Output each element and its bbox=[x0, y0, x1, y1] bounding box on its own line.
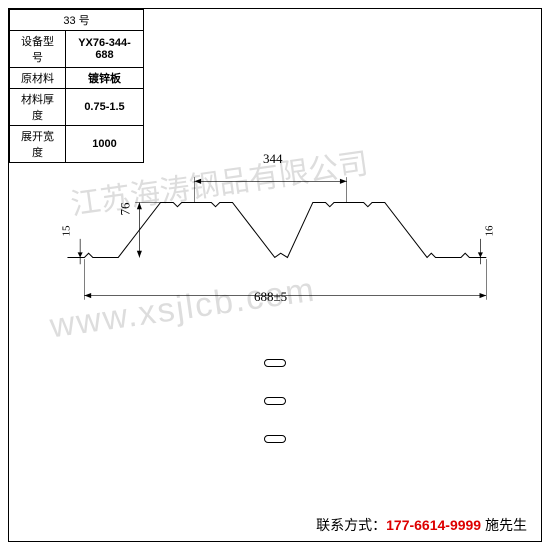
profile-drawing: 344 76 688±5 15 16 bbox=[59, 149, 499, 349]
dim-right-edge bbox=[478, 239, 483, 264]
dim-pitch bbox=[194, 177, 346, 202]
dim-left-edge bbox=[78, 239, 83, 264]
spec-table: 33 号 设备型号YX76-344-688 原材料镀锌板 材料厚度0.75-1.… bbox=[9, 9, 144, 163]
spec-value-0: YX76-344-688 bbox=[66, 31, 144, 68]
dim-total-label: 688±5 bbox=[254, 289, 287, 305]
spec-value-1: 镀锌板 bbox=[66, 68, 144, 89]
spec-label-1: 原材料 bbox=[10, 68, 66, 89]
spec-label-3: 展开宽度 bbox=[10, 126, 66, 163]
drawing-frame: 33 号 设备型号YX76-344-688 原材料镀锌板 材料厚度0.75-1.… bbox=[8, 8, 542, 542]
slot-icon bbox=[264, 359, 286, 367]
spec-value-2: 0.75-1.5 bbox=[66, 89, 144, 126]
contact-phone: 177-6614-9999 bbox=[386, 517, 481, 533]
slot-icon bbox=[264, 397, 286, 405]
dim-right-label: 16 bbox=[484, 226, 496, 237]
slot-icon bbox=[264, 435, 286, 443]
spec-label-2: 材料厚度 bbox=[10, 89, 66, 126]
dim-left-label: 15 bbox=[61, 226, 73, 237]
profile-svg bbox=[59, 149, 499, 349]
contact-label: 联系方式： bbox=[316, 517, 386, 533]
contact-line: 联系方式：177-6614-9999 施先生 bbox=[316, 515, 527, 535]
spec-label-0: 设备型号 bbox=[10, 31, 66, 68]
dim-pitch-label: 344 bbox=[263, 151, 283, 167]
contact-name: 施先生 bbox=[481, 517, 527, 533]
dim-height-label: 76 bbox=[118, 203, 134, 216]
spec-number: 33 号 bbox=[10, 10, 144, 31]
